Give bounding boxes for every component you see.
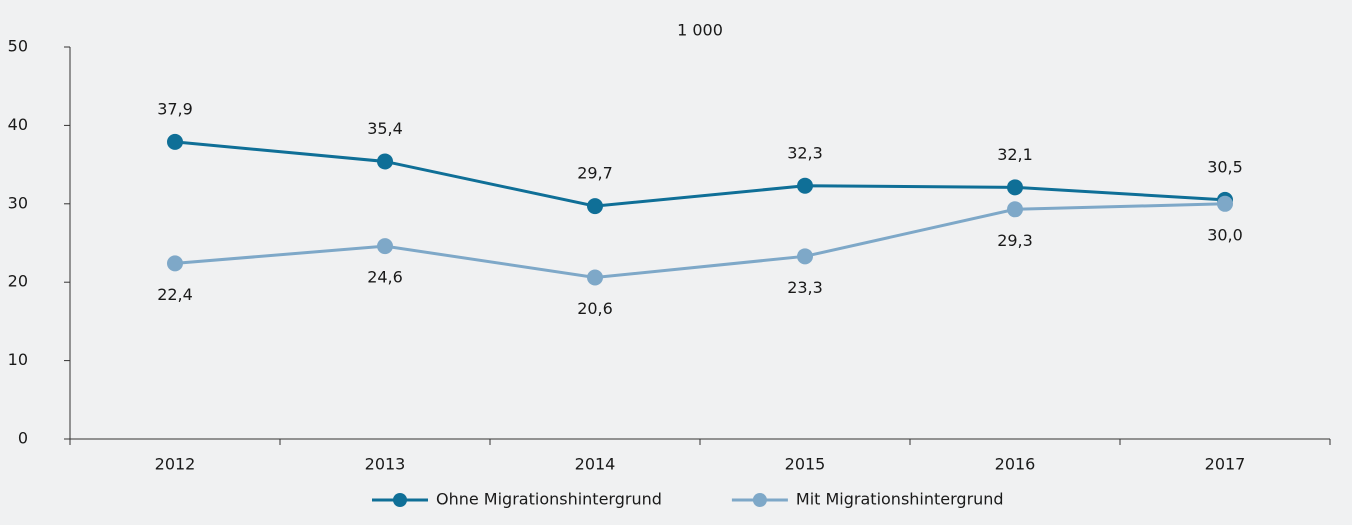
point — [167, 255, 183, 272]
point — [377, 238, 393, 255]
y-tick-label: 10 — [8, 350, 28, 369]
data-label: 24,6 — [367, 268, 403, 287]
data-label: 20,6 — [577, 299, 613, 318]
point — [1007, 201, 1023, 218]
point — [797, 248, 813, 265]
x-tick-label: 2017 — [1205, 455, 1246, 474]
data-label: 23,3 — [787, 278, 823, 297]
point — [167, 133, 183, 150]
data-label: 30,0 — [1207, 225, 1243, 244]
point — [587, 198, 603, 215]
data-label: 35,4 — [367, 119, 403, 138]
legend-marker — [752, 493, 767, 507]
y-tick-label: 40 — [8, 115, 28, 134]
data-label: 32,3 — [787, 143, 823, 162]
series-line — [174, 140, 1226, 208]
point — [587, 269, 603, 286]
data-label: 22,4 — [157, 285, 193, 304]
x-tick-label: 2012 — [155, 455, 196, 474]
y-tick-label: 0 — [18, 429, 28, 448]
y-tick-label: 30 — [8, 193, 28, 212]
data-label: 37,9 — [157, 99, 193, 118]
point — [797, 177, 813, 194]
point — [1007, 179, 1023, 196]
y-tick-label: 50 — [8, 37, 28, 56]
point — [1217, 195, 1233, 212]
x-tick-label: 2013 — [365, 455, 406, 474]
x-tick-label: 2014 — [575, 455, 616, 474]
data-label: 32,1 — [997, 145, 1033, 164]
y-tick-label: 20 — [8, 272, 28, 291]
data-label: 29,3 — [997, 231, 1033, 250]
legend-label: Ohne Migrationshintergrund — [436, 490, 662, 509]
x-tick-label: 2015 — [785, 455, 826, 474]
x-tick-label: 2016 — [995, 455, 1036, 474]
point — [377, 153, 393, 170]
data-label: 29,7 — [577, 164, 613, 183]
legend-label: Mit Migrationshintergrund — [796, 490, 1004, 509]
legend-marker — [393, 493, 407, 507]
series-line — [174, 202, 1226, 280]
data-label: 30,5 — [1207, 157, 1243, 176]
unit-label: 1 000 — [677, 21, 723, 40]
